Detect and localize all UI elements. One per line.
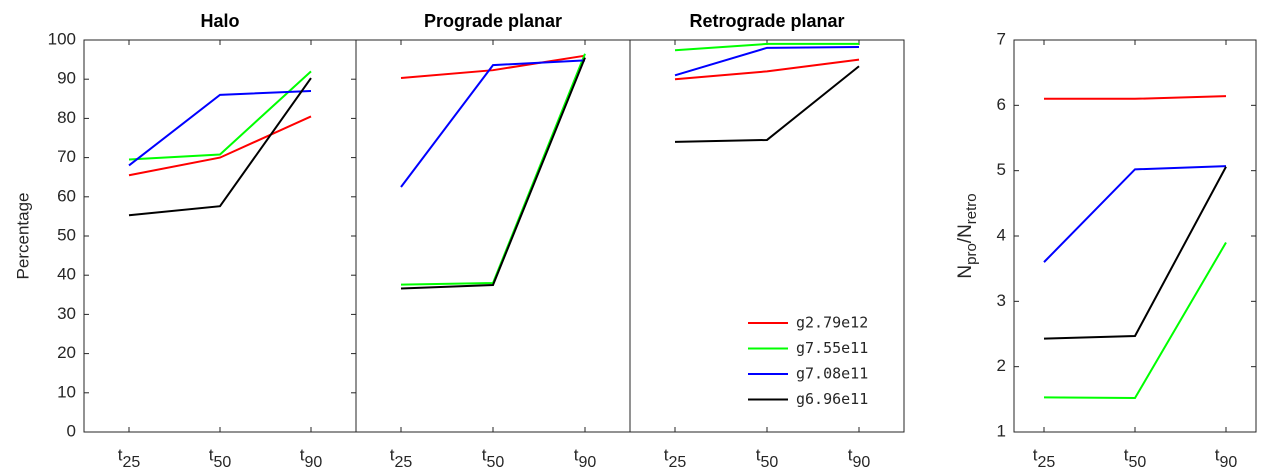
y-tick-label: 5 bbox=[997, 160, 1006, 179]
x-tick-label: t50 bbox=[482, 445, 505, 471]
y-axis-label: Npro/Nretro bbox=[955, 193, 980, 278]
line bbox=[400, 53, 586, 286]
axes-box bbox=[83, 39, 357, 433]
y-tick-label: 1 bbox=[997, 421, 1006, 440]
line bbox=[674, 58, 860, 81]
y-axis-label-part: retro bbox=[963, 193, 980, 224]
x-tick-label: t25 bbox=[390, 445, 413, 471]
line bbox=[674, 42, 859, 52]
x-tick-label: t90 bbox=[1215, 445, 1238, 471]
y-axis-label-part: /N bbox=[955, 224, 976, 243]
y-tick-label: 0 bbox=[67, 421, 76, 440]
legend-label: g2.79e12 bbox=[796, 314, 868, 332]
y-tick-label: 4 bbox=[997, 225, 1006, 244]
x-tick-label: t90 bbox=[848, 445, 871, 471]
panel-title: Prograde planar bbox=[424, 11, 562, 31]
legend-box bbox=[737, 305, 903, 421]
x-tick-label: t90 bbox=[574, 445, 597, 471]
y-tick-label: 20 bbox=[57, 343, 76, 362]
panel-title: Halo bbox=[200, 11, 239, 31]
y-tick-label: 3 bbox=[997, 291, 1006, 310]
y-tick-label: 6 bbox=[997, 95, 1006, 114]
y-tick-label: 7 bbox=[997, 29, 1006, 48]
y-axis-label-part: pro bbox=[963, 243, 980, 265]
x-tick-label: t50 bbox=[756, 445, 779, 471]
y-tick-label: 30 bbox=[57, 304, 76, 323]
legend-label: g7.08e11 bbox=[796, 365, 868, 383]
line bbox=[128, 70, 312, 161]
y-tick-label: 50 bbox=[57, 225, 76, 244]
axes-box bbox=[355, 39, 631, 433]
x-tick-label: t25 bbox=[664, 445, 687, 471]
line bbox=[400, 57, 586, 290]
x-tick-label: t50 bbox=[1124, 445, 1147, 471]
line bbox=[400, 59, 586, 188]
line bbox=[1044, 95, 1227, 100]
y-tick-label: 100 bbox=[48, 29, 76, 48]
line bbox=[400, 54, 586, 80]
legend-label: g6.96e11 bbox=[796, 390, 868, 408]
y-tick-label: 70 bbox=[57, 147, 76, 166]
line bbox=[128, 115, 312, 177]
y-tick-label: 80 bbox=[57, 108, 76, 127]
y-tick-label: 60 bbox=[57, 186, 76, 205]
x-tick-label: t25 bbox=[1033, 445, 1056, 471]
line bbox=[1043, 166, 1227, 340]
panel-title: Retrograde planar bbox=[689, 11, 844, 31]
line bbox=[1043, 242, 1227, 400]
x-tick-label: t90 bbox=[300, 445, 323, 471]
y-axis-label: Percentage bbox=[13, 193, 32, 280]
line bbox=[128, 77, 312, 217]
line bbox=[1043, 165, 1227, 263]
y-axis-label-part: N bbox=[955, 265, 976, 279]
legend-label: g7.55e11 bbox=[796, 339, 868, 357]
line bbox=[674, 65, 860, 143]
y-tick-label: 2 bbox=[997, 356, 1006, 375]
line bbox=[674, 46, 860, 77]
line bbox=[128, 89, 312, 167]
x-tick-label: t50 bbox=[209, 445, 232, 471]
y-tick-label: 10 bbox=[57, 382, 76, 401]
y-tick-label: 40 bbox=[57, 265, 76, 284]
x-tick-label: t25 bbox=[118, 445, 141, 471]
y-tick-label: 90 bbox=[57, 69, 76, 88]
